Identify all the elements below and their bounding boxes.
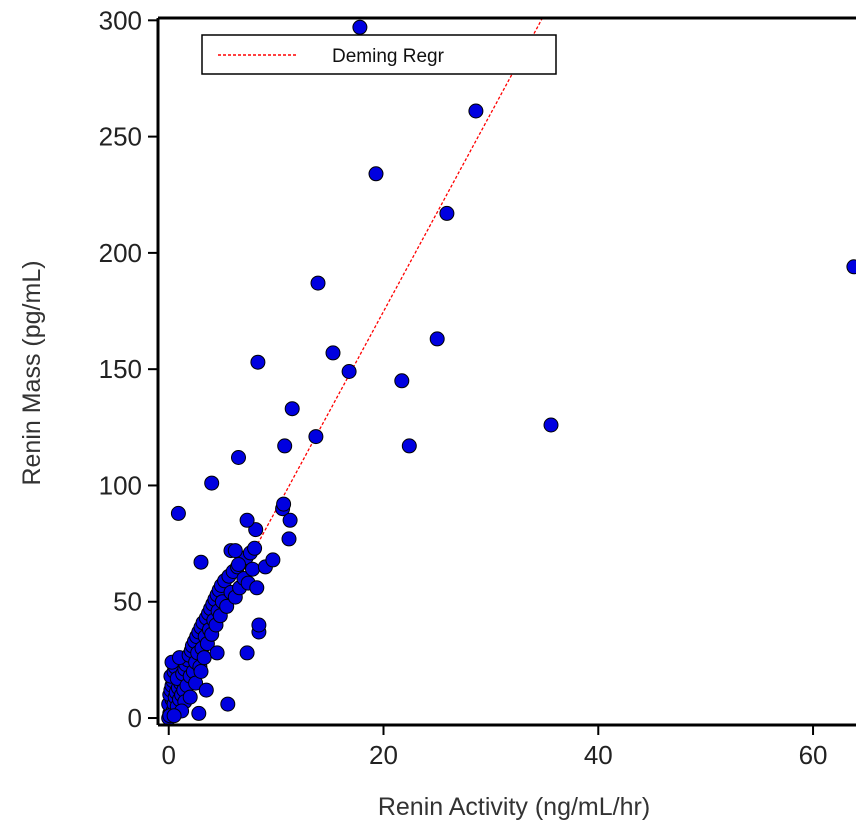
data-point <box>250 354 266 370</box>
y-tick-label: 200 <box>99 238 142 268</box>
legend: Deming Regr <box>201 34 557 75</box>
data-point <box>308 429 324 445</box>
data-point <box>196 650 212 666</box>
data-point <box>220 696 236 712</box>
data-point <box>543 417 559 433</box>
data-point <box>265 552 281 568</box>
data-point <box>249 580 265 596</box>
data-point <box>219 598 235 614</box>
y-axis-title: Renin Mass (pg/mL) <box>18 260 46 485</box>
data-point <box>231 450 246 465</box>
data-point <box>276 496 292 512</box>
x-axis-title: Renin Activity (ng/mL/hr) <box>378 793 650 821</box>
data-point <box>251 617 267 633</box>
data-point <box>281 531 297 547</box>
data-point <box>439 205 455 221</box>
data-point <box>341 364 357 379</box>
data-point <box>468 103 484 119</box>
data-point <box>352 19 368 35</box>
data-point <box>284 401 300 417</box>
data-point <box>310 275 326 291</box>
data-point <box>325 345 341 361</box>
data-point <box>231 557 246 572</box>
data-point <box>277 438 293 454</box>
ticks-layer: 0 20 40 60 0 50 100 150 200 250 300 <box>99 5 828 770</box>
y-tick-label: 100 <box>99 470 142 500</box>
deming-regression-line <box>235 17 544 584</box>
data-point <box>191 705 207 721</box>
data-point <box>846 259 856 275</box>
data-point <box>401 438 417 454</box>
data-point <box>239 512 255 528</box>
y-tick-label: 0 <box>128 703 142 733</box>
data-point <box>394 373 410 389</box>
data-point <box>248 522 264 538</box>
data-point <box>204 475 220 491</box>
legend-label-deming-regr: Deming Regr <box>332 46 445 67</box>
points-layer <box>161 19 856 726</box>
data-point <box>239 645 255 661</box>
y-tick-label: 50 <box>113 587 142 617</box>
y-tick-label: 150 <box>99 354 142 384</box>
data-point <box>245 561 260 577</box>
data-point <box>198 682 214 698</box>
x-tick-label: 60 <box>799 740 828 770</box>
data-point <box>166 708 182 724</box>
y-tick-label: 300 <box>99 5 142 35</box>
data-point <box>193 664 209 679</box>
x-tick-label: 20 <box>369 740 398 770</box>
data-point <box>282 512 298 528</box>
data-point <box>429 331 445 347</box>
x-tick-label: 40 <box>584 740 613 770</box>
data-point <box>170 505 186 521</box>
data-point <box>182 689 198 705</box>
y-tick-label: 250 <box>99 122 142 152</box>
data-point <box>209 645 225 661</box>
regression-layer <box>235 17 544 584</box>
data-point <box>247 540 263 556</box>
x-tick-label: 0 <box>162 740 176 770</box>
data-point <box>193 554 209 570</box>
data-point <box>227 543 243 559</box>
data-point <box>368 166 384 182</box>
